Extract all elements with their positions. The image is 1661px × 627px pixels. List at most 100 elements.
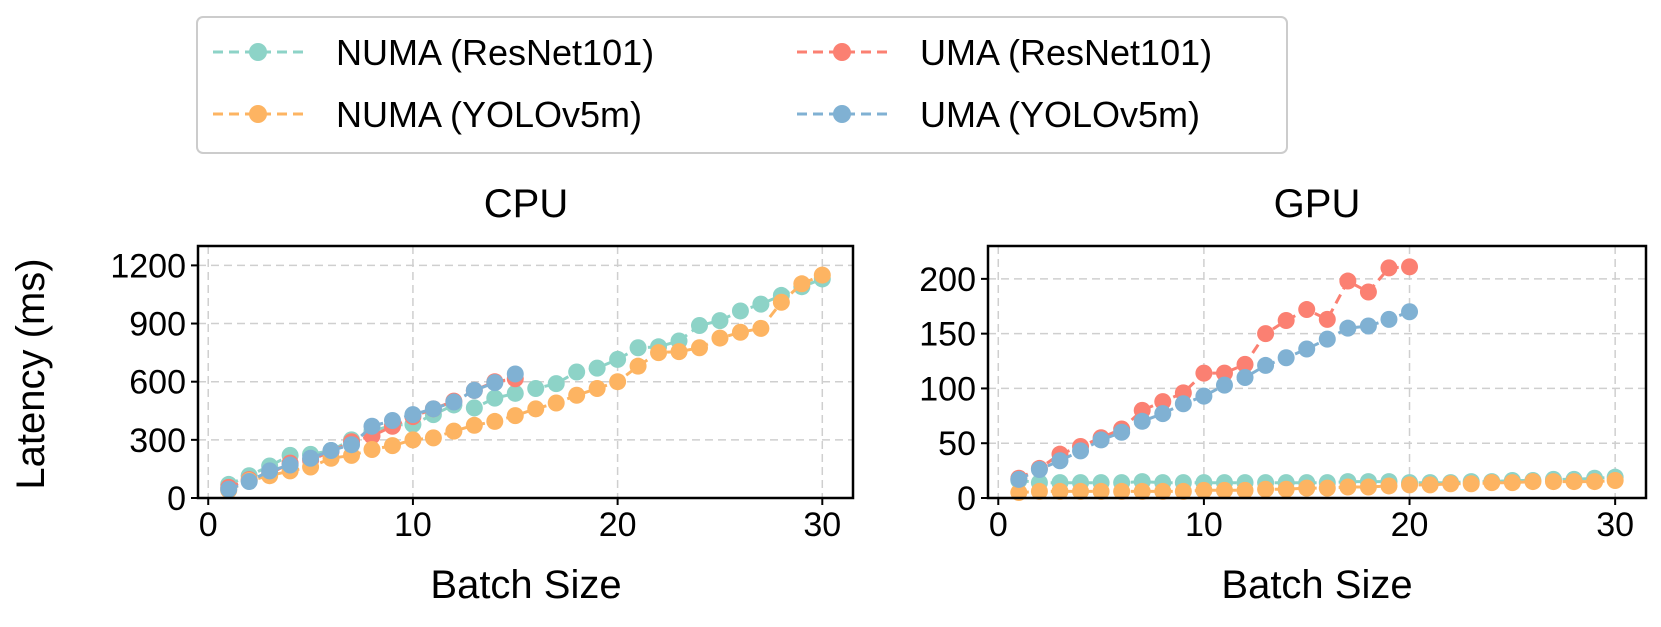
cpu-numa-yolov5m-point [445, 422, 463, 440]
gpu-numa-yolov5m-point [1154, 482, 1172, 500]
cpu-numa-yolov5m-point [404, 431, 422, 449]
cpu-uma-yolov5m-point [404, 406, 422, 424]
cpu-uma-yolov5m-point [281, 456, 299, 474]
cpu-numa-yolov5m-point [752, 319, 770, 337]
gpu-uma-resnet101-point [1380, 259, 1398, 277]
cpu-numa-resnet101-point [752, 295, 770, 313]
cpu-numa-resnet101-point [486, 389, 504, 407]
cpu-numa-yolov5m-point [588, 379, 606, 397]
gpu-panel: GPU 0 10 20 30 0 50 100 150 200 Batch Size [919, 182, 1648, 607]
gpu-x-tick-label: 10 [1185, 506, 1223, 544]
cpu-panel-title: CPU [484, 182, 568, 226]
cpu-uma-yolov5m-point [343, 436, 361, 454]
cpu-numa-yolov5m-point [813, 266, 831, 284]
gpu-uma-resnet101-point [1154, 393, 1172, 411]
gpu-numa-yolov5m-point [1030, 482, 1048, 500]
cpu-uma-yolov5m-point [465, 381, 483, 399]
cpu-x-tick-label: 30 [803, 506, 841, 544]
gpu-y-tick-label: 100 [919, 370, 976, 408]
gpu-uma-yolov5m-point [1339, 319, 1357, 337]
cpu-y-tick-label: 900 [129, 306, 186, 344]
gpu-uma-yolov5m-point [1133, 412, 1151, 430]
gpu-uma-resnet101-point [1195, 364, 1213, 382]
gpu-uma-resnet101-point [1339, 272, 1357, 290]
gpu-axes-frame [986, 244, 1648, 500]
gpu-uma-resnet101-point [1236, 355, 1254, 373]
gpu-series [1010, 258, 1624, 502]
cpu-numa-resnet101-point [609, 350, 627, 368]
gpu-uma-resnet101-point [1318, 310, 1336, 328]
cpu-numa-resnet101-point [731, 302, 749, 320]
gpu-numa-yolov5m-point [1544, 473, 1562, 491]
cpu-series [220, 266, 831, 499]
gpu-uma-yolov5m-point [1154, 405, 1172, 423]
cpu-uma-yolov5m-point [261, 462, 279, 480]
legend-numa-resnet101-swatch-marker [249, 43, 267, 61]
cpu-uma-yolov5m-point [322, 442, 340, 460]
gpu-grid [988, 246, 1646, 499]
legend-numa-yolov5m-label: NUMA (YOLOv5m) [336, 94, 642, 135]
gpu-numa-yolov5m-point [1318, 479, 1336, 497]
cpu-numa-yolov5m-point [609, 373, 627, 391]
gpu-uma-resnet101-point [1277, 312, 1295, 330]
gpu-uma-yolov5m-point [1174, 395, 1192, 413]
gpu-numa-yolov5m-point [1277, 480, 1295, 498]
gpu-numa-yolov5m-point [1215, 481, 1233, 499]
gpu-uma-yolov5m-point [1092, 431, 1110, 449]
gpu-numa-yolov5m-point [1421, 476, 1439, 494]
cpu-numa-yolov5m-point [629, 357, 647, 375]
gpu-numa-yolov5m-point [1298, 479, 1316, 497]
cpu-numa-resnet101-point [629, 339, 647, 357]
legend-uma-yolov5m-label: UMA (YOLOv5m) [920, 94, 1200, 135]
cpu-uma-yolov5m-point [363, 417, 381, 435]
cpu-numa-yolov5m-point [506, 407, 524, 425]
gpu-numa-yolov5m-point [1257, 480, 1275, 498]
gpu-numa-yolov5m-point [1133, 482, 1151, 500]
gpu-ticks: 0 10 20 30 0 50 100 150 200 [919, 261, 1634, 544]
gpu-uma-yolov5m-point [1401, 303, 1419, 321]
cpu-x-tick-label: 10 [394, 506, 432, 544]
legend-items: NUMA (ResNet101) UMA (ResNet101) NUMA (YOL… [213, 32, 1212, 135]
cpu-numa-resnet101-point [527, 379, 545, 397]
gpu-y-tick-label: 50 [938, 425, 976, 463]
gpu-numa-yolov5m-point [1339, 478, 1357, 496]
gpu-numa-yolov5m-point [1606, 471, 1624, 489]
gpu-numa-yolov5m-point [1503, 474, 1521, 492]
gpu-numa-yolov5m-point [1236, 481, 1254, 499]
gpu-x-tick-label: 20 [1391, 506, 1429, 544]
gpu-uma-yolov5m-point [1072, 442, 1090, 460]
gpu-uma-yolov5m-point [1030, 461, 1048, 479]
gpu-y-tick-label: 150 [919, 316, 976, 354]
gpu-uma-yolov5m-point [1113, 423, 1131, 441]
gpu-numa-yolov5m-point [1401, 476, 1419, 494]
legend-uma-resnet101-swatch-marker [833, 43, 851, 61]
gpu-numa-yolov5m-point [1092, 482, 1110, 500]
cpu-numa-yolov5m-point [568, 386, 586, 404]
gpu-uma-yolov5m-point [1236, 368, 1254, 386]
legend-numa-resnet101-label: NUMA (ResNet101) [336, 32, 654, 73]
cpu-uma-yolov5m-point [302, 449, 320, 467]
cpu-numa-yolov5m-point [670, 343, 688, 361]
cpu-uma-yolov5m-point [240, 473, 258, 491]
cpu-y-tick-label: 300 [129, 422, 186, 460]
cpu-numa-yolov5m-point [731, 323, 749, 341]
gpu-numa-yolov5m-point [1483, 474, 1501, 492]
cpu-y-tick-label: 0 [167, 480, 186, 518]
gpu-x-tick-label: 0 [989, 506, 1008, 544]
cpu-numa-yolov5m-point [793, 275, 811, 293]
legend-frame [196, 16, 1288, 154]
gpu-uma-resnet101-point [1215, 364, 1233, 382]
gpu-x-tick-label: 30 [1596, 506, 1634, 544]
cpu-numa-resnet101-point [506, 384, 524, 402]
cpu-uma-yolov5m-point [424, 400, 442, 418]
cpu-numa-yolov5m-point [363, 441, 381, 459]
gpu-numa-yolov5m-point [1113, 482, 1131, 500]
gpu-numa-yolov5m-point [1442, 475, 1460, 493]
gpu-numa-yolov5m-point [1565, 473, 1583, 491]
cpu-numa-resnet101-point [568, 363, 586, 381]
cpu-x-tick-label: 0 [199, 506, 218, 544]
gpu-numa-yolov5m-point [1174, 482, 1192, 500]
cpu-numa-resnet101-point [690, 316, 708, 334]
gpu-uma-yolov5m-point [1195, 387, 1213, 405]
